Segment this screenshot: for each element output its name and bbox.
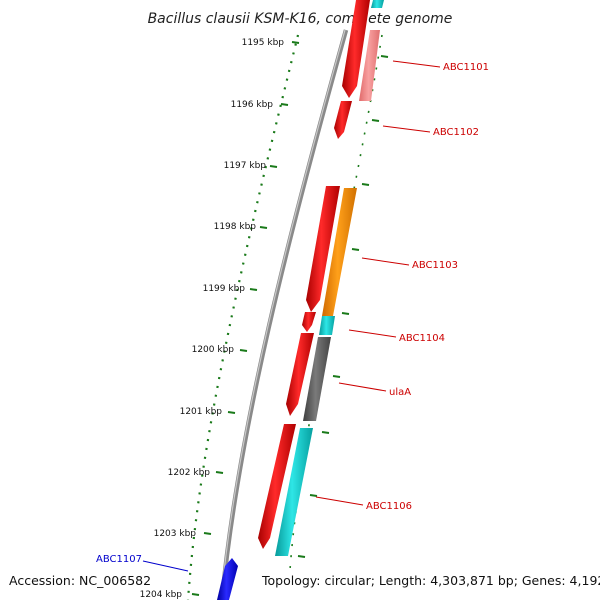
kbp-label: 1202 kbp bbox=[168, 468, 211, 478]
gene-label: ABC1104 bbox=[399, 333, 445, 344]
track-tick-mark bbox=[371, 119, 380, 122]
feature-block-pink bbox=[359, 30, 380, 101]
feature-block-cyan bbox=[371, 0, 384, 8]
leader-line bbox=[392, 60, 441, 68]
cds-arrow bbox=[302, 312, 316, 332]
track-tick-mark bbox=[361, 183, 370, 186]
kbp-tick-mark bbox=[291, 41, 300, 44]
feature-block-cyan bbox=[319, 316, 335, 335]
gene-label: ABC1103 bbox=[412, 260, 458, 271]
track-tick-mark bbox=[309, 494, 318, 497]
feature-block-orange bbox=[322, 188, 357, 316]
kbp-ruler bbox=[186, 34, 300, 600]
leader-line bbox=[142, 560, 189, 572]
kbp-label: 1196 kbp bbox=[231, 100, 274, 110]
label-leaders bbox=[142, 60, 441, 572]
kbp-tick-mark bbox=[203, 532, 212, 535]
kbp-label: 1198 kbp bbox=[214, 222, 257, 232]
kbp-label: 1203 kbp bbox=[154, 529, 197, 539]
cds-arrow bbox=[342, 0, 370, 98]
gene-label: ABC1101 bbox=[443, 62, 489, 73]
kbp-tick-marks bbox=[191, 41, 300, 596]
track-tick-mark bbox=[341, 312, 350, 315]
track-tick-mark bbox=[321, 431, 330, 434]
leader-line bbox=[338, 382, 387, 392]
kbp-tick-mark bbox=[269, 165, 278, 168]
feature-block-gray bbox=[303, 337, 331, 421]
genome-backbone-highlight bbox=[220, 29, 346, 600]
kbp-tick-mark bbox=[280, 103, 289, 106]
leader-line bbox=[382, 125, 431, 133]
map-title: Bacillus clausii KSM-K16, complete genom… bbox=[148, 11, 453, 27]
kbp-tick-mark bbox=[249, 288, 258, 291]
kbp-tick-labels: 1195 kbp 1196 kbp 1197 kbp 1198 kbp 1199… bbox=[140, 38, 285, 600]
genome-backbone bbox=[219, 29, 349, 600]
cds-arrow bbox=[258, 424, 296, 549]
track-tick-mark bbox=[380, 55, 389, 58]
gene-labels: ABC1101 ABC1102 ABC1103 ABC1104 ulaA ABC… bbox=[96, 62, 489, 565]
kbp-label: 1200 kbp bbox=[192, 345, 235, 355]
leader-line bbox=[348, 329, 397, 338]
kbp-label: 1197 kbp bbox=[224, 161, 267, 171]
track-tick-marks bbox=[297, 55, 389, 558]
gene-label: ABC1107 bbox=[96, 554, 142, 565]
gene-label: ulaA bbox=[389, 387, 411, 398]
kbp-label: 1204 kbp bbox=[140, 590, 183, 600]
gene-label: ABC1106 bbox=[366, 501, 412, 512]
accession-text: Accession: NC_006582 bbox=[9, 573, 152, 588]
kbp-tick-mark bbox=[259, 226, 268, 229]
cds-features bbox=[258, 0, 370, 549]
track-tick-mark bbox=[332, 375, 341, 378]
cds-arrow bbox=[334, 101, 352, 139]
kbp-tick-mark bbox=[215, 471, 224, 474]
kbp-label: 1195 kbp bbox=[242, 38, 285, 48]
gene-label: ABC1102 bbox=[433, 127, 479, 138]
misc-features bbox=[275, 0, 384, 556]
leader-line bbox=[361, 257, 410, 266]
track-tick-mark bbox=[351, 248, 360, 251]
cds-arrow-blue bbox=[217, 558, 238, 600]
leader-line bbox=[315, 496, 364, 506]
cds-arrow bbox=[306, 186, 340, 312]
track-tick-mark bbox=[297, 555, 306, 558]
cds-arrow bbox=[286, 333, 314, 416]
kbp-tick-mark bbox=[191, 593, 200, 596]
topology-text: Topology: circular; Length: 4,303,871 bp… bbox=[262, 573, 600, 588]
kbp-tick-mark bbox=[227, 411, 236, 414]
gene-track-outline bbox=[289, 34, 383, 571]
kbp-label: 1199 kbp bbox=[203, 284, 246, 294]
kbp-tick-mark bbox=[239, 349, 248, 352]
kbp-label: 1201 kbp bbox=[180, 407, 223, 417]
feature-block-cyan bbox=[275, 428, 313, 556]
